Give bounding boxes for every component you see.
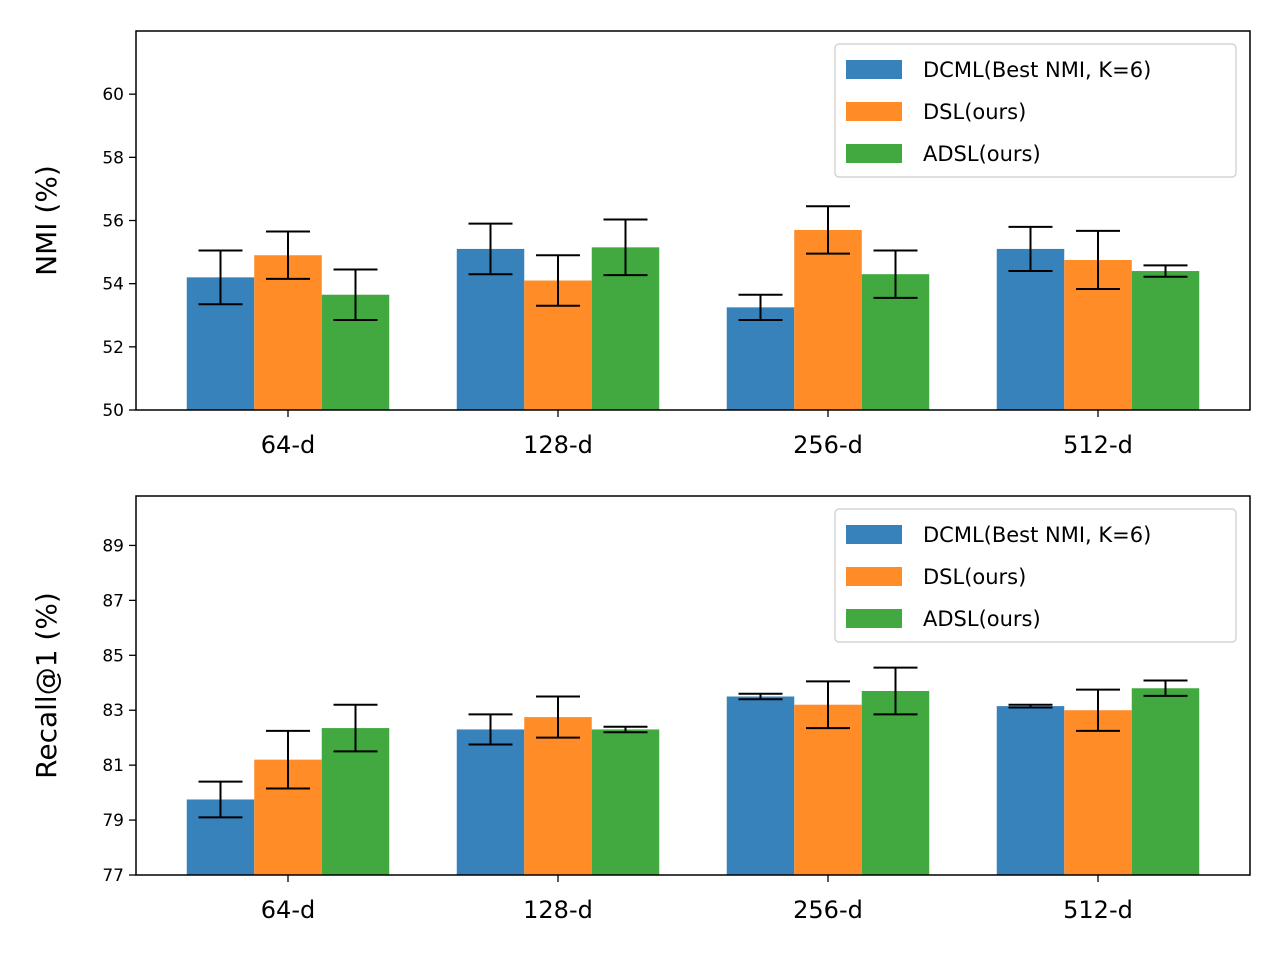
legend-swatch-1 [846, 60, 902, 79]
bar-2-1-4 [996, 706, 1065, 875]
bar-1-1-2 [456, 248, 525, 410]
error-bar-2-2-2 [536, 695, 580, 739]
legend-label-1: DCML(Best NMI, K=6) [923, 523, 1151, 547]
y-tick-label: 81 [102, 756, 124, 776]
error-bar-1-2-1 [266, 230, 310, 280]
x-tick-label: 128-d [523, 896, 593, 924]
error-bar-2-1-2 [468, 713, 513, 746]
bar-1-2-3 [794, 229, 862, 410]
legend-swatch-3 [846, 609, 902, 628]
error-bar-1-3-4 [1143, 264, 1188, 278]
x-tick-label: 512-d [1063, 896, 1133, 924]
error-bar-1-3-3 [873, 249, 918, 299]
y-tick-label: 77 [102, 866, 124, 886]
bar-1-1-3 [726, 307, 795, 410]
error-bar-1-1-1 [198, 249, 243, 306]
bar-2-2-3 [794, 704, 862, 875]
error-bar-2-3-1 [333, 703, 378, 753]
bar-2-3-2 [591, 729, 660, 875]
chart-panel-2: 77 79 81 83 85 87 89 64-d 128-d 256-d 512-d Recall@… [30, 495, 1251, 924]
y-axis-label: NMI (%) [30, 165, 63, 276]
error-bar-2-2-1 [266, 729, 310, 790]
legend-2: DCML(Best NMI, K=6) DSL(ours) ADSL(ours) [834, 508, 1237, 643]
y-tick-label: 79 [102, 811, 124, 831]
x-tick-label: 64-d [261, 896, 315, 924]
error-bar-2-2-3 [806, 680, 850, 730]
bar-2-1-3 [726, 696, 795, 875]
y-tick-label: 87 [102, 591, 124, 611]
y-tick-label: 58 [102, 148, 124, 168]
error-bar-2-1-4 [1008, 703, 1053, 709]
y-tick-label: 52 [102, 338, 124, 358]
error-bar-2-3-4 [1143, 679, 1188, 697]
axes-frame-2 [135, 495, 1251, 876]
legend-label-3: ADSL(ours) [923, 607, 1041, 631]
y-tick-label: 83 [102, 701, 124, 721]
bar-1-2-1 [254, 255, 322, 410]
chart-panel-1: 50 52 54 56 58 60 64-d 128-d 256-d 512-d NMI (%) DC… [30, 30, 1251, 459]
legend-label-3: ADSL(ours) [923, 142, 1041, 166]
y-axis-label: Recall@1 (%) [30, 592, 63, 779]
legend-box [834, 43, 1237, 178]
legend-box [834, 508, 1237, 643]
error-bar-2-3-2 [603, 725, 648, 734]
x-tick-label: 128-d [523, 431, 593, 459]
y-tick-label: 60 [102, 85, 124, 105]
y-tick-label: 50 [102, 401, 124, 421]
bar-2-1-2 [456, 729, 525, 875]
x-tick-label: 512-d [1063, 431, 1133, 459]
legend-label-2: DSL(ours) [923, 100, 1026, 124]
error-bar-2-3-3 [873, 666, 918, 716]
x-tick-label: 256-d [793, 896, 863, 924]
bar-2-3-1 [321, 728, 390, 875]
x-tick-label: 256-d [793, 431, 863, 459]
error-bar-1-2-3 [806, 205, 850, 255]
bar-1-3-4 [1131, 271, 1200, 410]
bar-2-3-4 [1131, 688, 1200, 875]
error-bar-2-1-3 [738, 692, 783, 701]
error-bar-1-1-2 [468, 222, 513, 276]
bar-1-1-4 [996, 248, 1065, 410]
error-bar-1-3-1 [333, 268, 378, 321]
bar-2-2-4 [1064, 710, 1132, 875]
error-bar-2-1-1 [198, 780, 243, 819]
y-tick-label: 85 [102, 646, 124, 666]
error-bar-1-2-4 [1076, 229, 1120, 291]
error-bar-1-3-2 [603, 218, 648, 277]
legend-swatch-2 [846, 567, 902, 586]
error-bar-1-1-4 [1008, 225, 1053, 273]
error-bar-1-1-3 [738, 293, 783, 321]
legend-swatch-2 [846, 102, 902, 121]
legend-1: DCML(Best NMI, K=6) DSL(ours) ADSL(ours) [834, 43, 1237, 178]
legend-label-1: DCML(Best NMI, K=6) [923, 58, 1151, 82]
legend-swatch-1 [846, 525, 902, 544]
bar-2-2-2 [524, 717, 592, 875]
error-bar-1-2-2 [536, 254, 580, 307]
y-tick-label: 56 [102, 212, 124, 232]
y-tick-label: 89 [102, 536, 124, 556]
bar-2-3-3 [861, 690, 930, 875]
legend-swatch-3 [846, 144, 902, 163]
error-bar-2-2-4 [1076, 688, 1120, 732]
x-tick-label: 64-d [261, 431, 315, 459]
legend-label-2: DSL(ours) [923, 565, 1026, 589]
y-tick-label: 54 [102, 275, 124, 295]
